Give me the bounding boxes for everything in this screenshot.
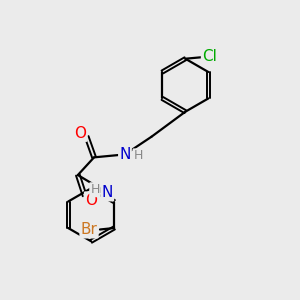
Text: H: H [134, 149, 143, 162]
Text: O: O [85, 193, 97, 208]
Text: N: N [102, 185, 113, 200]
Text: Cl: Cl [202, 50, 217, 64]
Text: H: H [90, 183, 100, 196]
Text: N: N [119, 147, 131, 162]
Text: Br: Br [81, 222, 98, 237]
Text: O: O [74, 126, 86, 141]
